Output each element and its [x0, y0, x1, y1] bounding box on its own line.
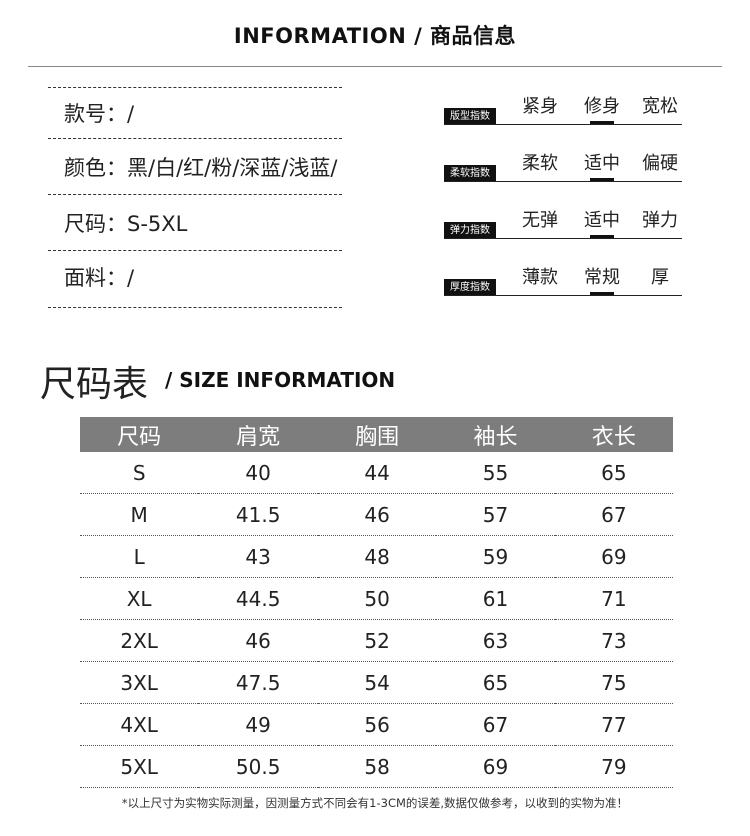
- table-cell: 65: [554, 452, 673, 494]
- colors: 颜色：黑/白/红/粉/深蓝/浅蓝/: [64, 156, 338, 180]
- index-option: 无弹: [522, 210, 558, 231]
- index-option: 适中: [584, 210, 620, 231]
- index-selected-marker: [590, 178, 614, 181]
- table-row: L 43 48 59 69: [80, 535, 673, 578]
- index-option: 偏硬: [642, 153, 678, 174]
- table-cell: 49: [198, 703, 318, 746]
- index-option: 宽松: [642, 96, 678, 117]
- size-table: 尺码 肩宽 胸围 袖长 衣长 S 40 44 55 65 M 41.5 46 57 67 L 43 48 59 69…: [80, 417, 673, 788]
- sizes: 尺码：S-5XL: [64, 212, 188, 236]
- table-cell: 44.5: [198, 577, 318, 620]
- table-cell: 79: [554, 745, 673, 788]
- index-selected-marker: [590, 121, 614, 124]
- table-cell: 63: [436, 619, 555, 662]
- column-header: 肩宽: [198, 417, 318, 452]
- table-cell: 50.5: [198, 745, 318, 788]
- column-header: 衣长: [554, 417, 673, 452]
- table-row: 5XL 50.5 58 69 79: [80, 745, 673, 788]
- index-option: 紧身: [522, 96, 558, 117]
- table-cell: 59: [436, 535, 555, 578]
- index-selected-marker: [590, 292, 614, 295]
- index-option: 修身: [584, 96, 620, 117]
- divider: [48, 138, 342, 139]
- table-cell: 67: [554, 493, 673, 536]
- index-line: [444, 295, 682, 296]
- table-cell: 44: [317, 452, 437, 494]
- table-cell: 46: [317, 493, 437, 536]
- index-tag: 版型指数: [444, 108, 496, 125]
- divider: [48, 307, 342, 308]
- fabric: 面料：/: [64, 266, 135, 290]
- table-cell: 43: [198, 535, 318, 578]
- index-option: 柔软: [522, 153, 558, 174]
- table-cell: 69: [436, 745, 555, 788]
- table-cell: 57: [436, 493, 555, 536]
- column-header: 袖长: [436, 417, 555, 452]
- index-option: 弹力: [642, 210, 678, 231]
- table-row: S 40 44 55 65: [80, 452, 673, 494]
- column-header: 胸围: [317, 417, 437, 452]
- index-option: 适中: [584, 153, 620, 174]
- divider: [28, 66, 722, 67]
- table-cell: S: [80, 452, 199, 494]
- table-cell: 58: [317, 745, 437, 788]
- index-tag: 厚度指数: [444, 279, 496, 296]
- table-row: 3XL 47.5 54 65 75: [80, 661, 673, 704]
- size-chart-subtitle: / SIZE INFORMATION: [165, 368, 396, 392]
- page-title: INFORMATION / 商品信息: [233, 24, 517, 48]
- table-cell: 56: [317, 703, 437, 746]
- index-option: 常规: [584, 267, 620, 288]
- table-cell: 3XL: [80, 661, 199, 704]
- table-row: 4XL 49 56 67 77: [80, 703, 673, 746]
- table-cell: 69: [554, 535, 673, 578]
- table-cell: 50: [317, 577, 437, 620]
- table-cell: 73: [554, 619, 673, 662]
- index-line: [444, 181, 682, 182]
- divider: [48, 87, 342, 88]
- table-cell: 54: [317, 661, 437, 704]
- table-cell: 71: [554, 577, 673, 620]
- table-cell: 65: [436, 661, 555, 704]
- divider: [48, 250, 342, 251]
- index-line: [444, 238, 682, 239]
- column-header: 尺码: [80, 417, 199, 452]
- table-row: 2XL 46 52 63 73: [80, 619, 673, 662]
- table-cell: L: [80, 535, 199, 578]
- index-option: 厚: [651, 267, 669, 288]
- table-cell: 61: [436, 577, 555, 620]
- table-cell: 41.5: [198, 493, 318, 536]
- size-chart-title: 尺码表: [40, 364, 149, 405]
- table-cell: 4XL: [80, 703, 199, 746]
- index-tag: 柔软指数: [444, 165, 496, 182]
- index-option: 薄款: [522, 267, 558, 288]
- table-cell: 55: [436, 452, 555, 494]
- style-number: 款号：/: [64, 102, 135, 126]
- table-cell: XL: [80, 577, 199, 620]
- index-tag: 弹力指数: [444, 222, 496, 239]
- table-cell: 40: [198, 452, 318, 494]
- index-line: [444, 124, 682, 125]
- table-cell: 52: [317, 619, 437, 662]
- table-cell: 47.5: [198, 661, 318, 704]
- table-cell: 46: [198, 619, 318, 662]
- table-cell: 48: [317, 535, 437, 578]
- table-cell: 2XL: [80, 619, 199, 662]
- table-cell: 77: [554, 703, 673, 746]
- measurement-note: *以上尺寸为实物实际测量，因测量方式不同会有1-3CM的误差,数据仅做参考，以收…: [121, 796, 629, 810]
- table-cell: M: [80, 493, 199, 536]
- index-selected-marker: [590, 235, 614, 238]
- table-row: M 41.5 46 57 67: [80, 493, 673, 536]
- table-row: XL 44.5 50 61 71: [80, 577, 673, 620]
- table-cell: 5XL: [80, 745, 199, 788]
- divider: [48, 194, 342, 195]
- table-cell: 75: [554, 661, 673, 704]
- table-cell: 67: [436, 703, 555, 746]
